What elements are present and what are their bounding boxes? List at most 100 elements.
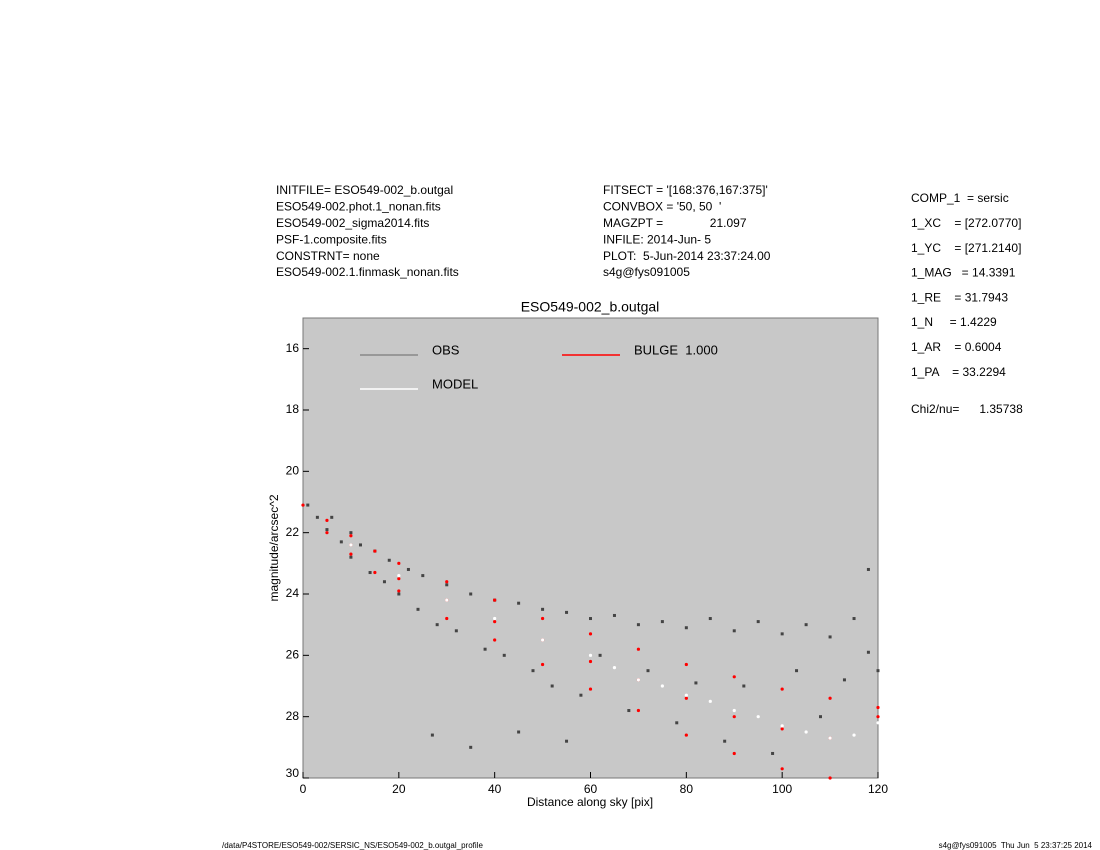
- model-point: [876, 721, 880, 725]
- obs-point: [359, 543, 362, 547]
- y-tick-label: 18: [286, 402, 300, 416]
- fit-parameter: Chi2/nu= 1.35738: [911, 402, 1023, 416]
- header-middle-line: PLOT: 5-Jun-2014 23:37:24.00: [603, 249, 771, 263]
- header-left-line: INITFILE= ESO549-002_b.outgal: [276, 183, 453, 197]
- model-point: [540, 638, 545, 642]
- obs-point: [732, 629, 736, 633]
- obs-point: [842, 678, 846, 682]
- obs-point: [550, 684, 554, 688]
- model-point: [301, 503, 305, 507]
- x-tick-label: 40: [488, 782, 502, 796]
- model-point: [397, 577, 401, 581]
- model-point: [325, 518, 329, 523]
- obs-point: [483, 647, 487, 651]
- obs-point: [387, 558, 391, 562]
- model-point: [876, 715, 880, 719]
- model-point: [397, 561, 401, 565]
- obs-point: [723, 739, 727, 743]
- fit-parameter: 1_AR = 0.6004: [911, 340, 1002, 354]
- x-tick-label: 100: [772, 782, 792, 796]
- legend-label: OBS: [432, 342, 460, 357]
- legend-label: BULGE 1.000: [634, 342, 718, 357]
- header-middle-line: FITSECT = '[168:376,167:375]': [603, 183, 768, 197]
- model-point: [349, 552, 353, 556]
- obs-point: [579, 693, 583, 697]
- model-point: [756, 715, 760, 719]
- obs-point: [771, 751, 775, 755]
- fit-parameter: 1_XC = [272.0770]: [911, 216, 1021, 230]
- obs-point: [828, 635, 832, 639]
- model-point: [373, 570, 377, 575]
- obs-point: [531, 669, 535, 673]
- obs-point: [406, 567, 410, 571]
- obs-point: [435, 623, 439, 627]
- obs-point: [866, 567, 870, 571]
- header-middle-line: MAGZPT = 21.097: [603, 216, 747, 230]
- model-point: [373, 549, 377, 553]
- model-point: [684, 693, 688, 697]
- header-left-line: CONSTRNT= none: [276, 249, 380, 263]
- obs-point: [445, 583, 449, 587]
- obs-point: [708, 617, 712, 621]
- obs-point: [339, 540, 343, 544]
- y-tick-label: 16: [286, 341, 300, 355]
- obs-point: [866, 650, 870, 654]
- obs-point: [819, 715, 822, 719]
- header-left-line: PSF-1.composite.fits: [276, 232, 387, 246]
- model-point: [636, 708, 641, 713]
- model-point: [636, 678, 641, 682]
- obs-point: [368, 571, 372, 575]
- model-point: [684, 696, 688, 700]
- obs-point: [502, 653, 506, 657]
- model-point: [493, 616, 497, 621]
- model-point: [828, 776, 832, 780]
- model-point: [588, 653, 593, 657]
- obs-point: [469, 592, 473, 596]
- obs-point: [780, 632, 784, 636]
- obs-point: [454, 629, 458, 633]
- footer-left: /data/P4STORE/ESO549-002/SERSIC_NS/ESO54…: [222, 841, 483, 850]
- header-left-line: ESO549-002_sigma2014.fits: [276, 216, 429, 230]
- model-point: [732, 751, 736, 756]
- header-left-line: ESO549-002.phot.1_nonan.fits: [276, 200, 441, 214]
- y-tick-label: 20: [286, 464, 300, 478]
- x-tick-label: 0: [300, 782, 307, 796]
- model-point: [780, 724, 784, 728]
- obs-point: [804, 623, 808, 627]
- model-point: [732, 715, 736, 719]
- model-point: [349, 543, 353, 547]
- obs-point: [416, 607, 420, 611]
- obs-point: [646, 669, 650, 673]
- model-point: [780, 727, 784, 731]
- fit-parameter: COMP_1 = sersic: [911, 191, 1009, 205]
- obs-point: [430, 733, 434, 737]
- obs-point: [330, 515, 334, 519]
- header-middle-line: CONVBOX = '50, 50 ': [603, 200, 721, 214]
- obs-point: [795, 669, 799, 673]
- obs-point: [517, 730, 521, 734]
- fit-parameter: 1_PA = 33.2294: [911, 365, 1006, 379]
- obs-point: [627, 709, 631, 713]
- x-tick-label: 120: [868, 782, 888, 796]
- obs-point: [397, 592, 401, 596]
- model-point: [612, 666, 617, 670]
- model-point: [397, 574, 401, 578]
- x-tick-label: 60: [584, 782, 598, 796]
- obs-point: [612, 613, 616, 617]
- model-point: [876, 705, 880, 710]
- header-middle-line: s4g@fys091005: [603, 265, 690, 279]
- obs-point: [660, 620, 664, 624]
- fit-parameter: 1_N = 1.4229: [911, 315, 997, 329]
- x-axis-label: Distance along sky [pix]: [527, 795, 653, 809]
- y-tick-label: 30: [286, 766, 300, 780]
- obs-point: [349, 531, 353, 535]
- model-point: [493, 620, 497, 624]
- model-point: [445, 616, 449, 621]
- model-point: [397, 589, 401, 593]
- y-tick-label: 22: [286, 525, 300, 539]
- model-point: [684, 733, 688, 737]
- model-point: [852, 733, 856, 737]
- obs-point: [598, 653, 602, 657]
- model-point: [445, 598, 449, 602]
